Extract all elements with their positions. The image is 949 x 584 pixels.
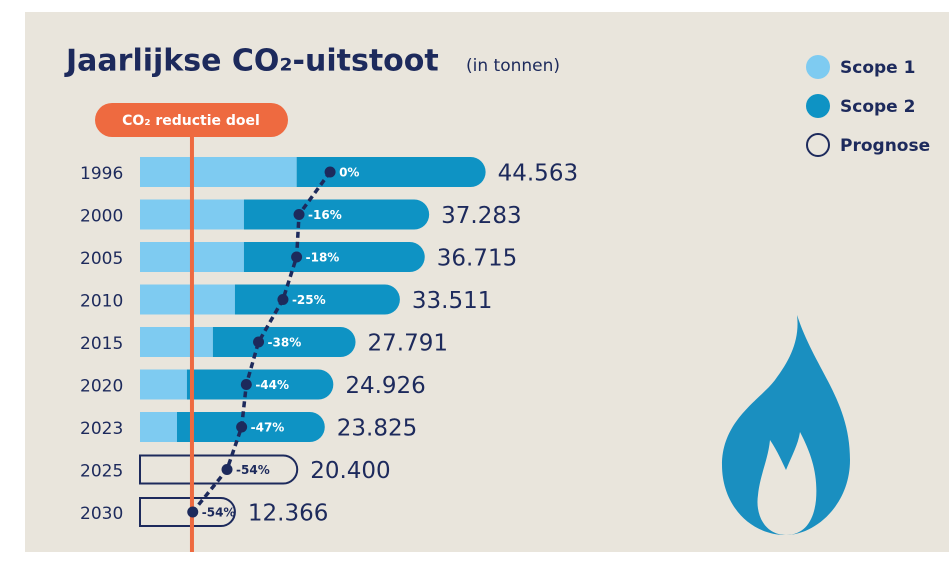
- total-label: 12.366: [248, 501, 328, 527]
- reduction-dot: [187, 506, 199, 518]
- y-tick-label: 2020: [80, 377, 123, 397]
- reduction-dot: [293, 209, 305, 220]
- total-label: 23.825: [337, 416, 417, 442]
- total-label: 24.926: [345, 373, 425, 399]
- reduction-dot: [291, 251, 303, 263]
- bar-scope2: [243, 199, 430, 230]
- reduction-label: -38%: [268, 336, 302, 350]
- total-label: 33.511: [412, 288, 492, 314]
- reduction-label: -18%: [306, 251, 340, 265]
- reduction-label: -44%: [255, 378, 289, 392]
- bar-scope1: [140, 369, 187, 400]
- total-label: 36.715: [437, 246, 517, 272]
- bar-scope2: [212, 327, 356, 357]
- reduction-dot: [236, 421, 248, 433]
- y-tick-label: 2025: [80, 462, 123, 482]
- bar-scope2: [186, 369, 334, 400]
- reduction-label: -54%: [202, 506, 236, 520]
- bar-scope2: [243, 242, 425, 272]
- reduction-dot: [221, 464, 233, 475]
- reduction-line: [191, 170, 332, 514]
- reduction-label: 0%: [339, 166, 359, 180]
- y-tick-label: 2010: [80, 292, 123, 312]
- y-tick-label: 1996: [80, 164, 123, 184]
- y-tick-label: 2023: [80, 419, 123, 439]
- legend-swatch: [806, 133, 830, 157]
- chart-subtitle: (in tonnen): [466, 56, 560, 76]
- reduction-label: -47%: [251, 421, 285, 435]
- chart-title: Jaarlijkse CO₂-uitstoot: [64, 44, 439, 79]
- bar-scope1: [140, 284, 235, 315]
- legend-label: Scope 2: [840, 97, 915, 117]
- reduction-label: -16%: [308, 208, 342, 222]
- goal-label-bg: [95, 103, 288, 137]
- y-tick-label: 2005: [80, 249, 123, 269]
- goal-label: CO₂ reductie doel: [122, 113, 260, 129]
- y-tick-label: 2030: [80, 504, 123, 524]
- bar-scope2: [176, 412, 325, 442]
- total-label: 20.400: [310, 458, 390, 484]
- legend-label: Prognose: [840, 136, 930, 156]
- bar-scope1: [140, 327, 213, 357]
- total-label: 27.791: [368, 331, 448, 357]
- reduction-dot: [324, 166, 336, 178]
- bar-scope2: [296, 157, 486, 187]
- legend-swatch: [806, 94, 830, 118]
- bar-prognosis: [139, 454, 299, 485]
- reduction-dot: [240, 379, 252, 390]
- reduction-dot: [277, 294, 289, 305]
- flame-inner: [757, 432, 817, 535]
- total-label: 37.283: [441, 203, 521, 229]
- y-tick-label: 2000: [80, 207, 123, 227]
- flame-icon: [722, 315, 850, 535]
- legend-label: Scope 1: [840, 58, 915, 78]
- reduction-label: -54%: [236, 463, 270, 477]
- reduction-label: -25%: [292, 293, 326, 307]
- y-tick-label: 2015: [80, 334, 123, 354]
- bar-scope1: [140, 157, 297, 187]
- bar-prognosis: [139, 497, 236, 527]
- bar-scope2: [234, 284, 400, 315]
- bar-scope1: [140, 412, 177, 442]
- total-label: 44.563: [498, 161, 578, 187]
- reduction-dot: [253, 336, 265, 348]
- legend-swatch: [806, 55, 830, 79]
